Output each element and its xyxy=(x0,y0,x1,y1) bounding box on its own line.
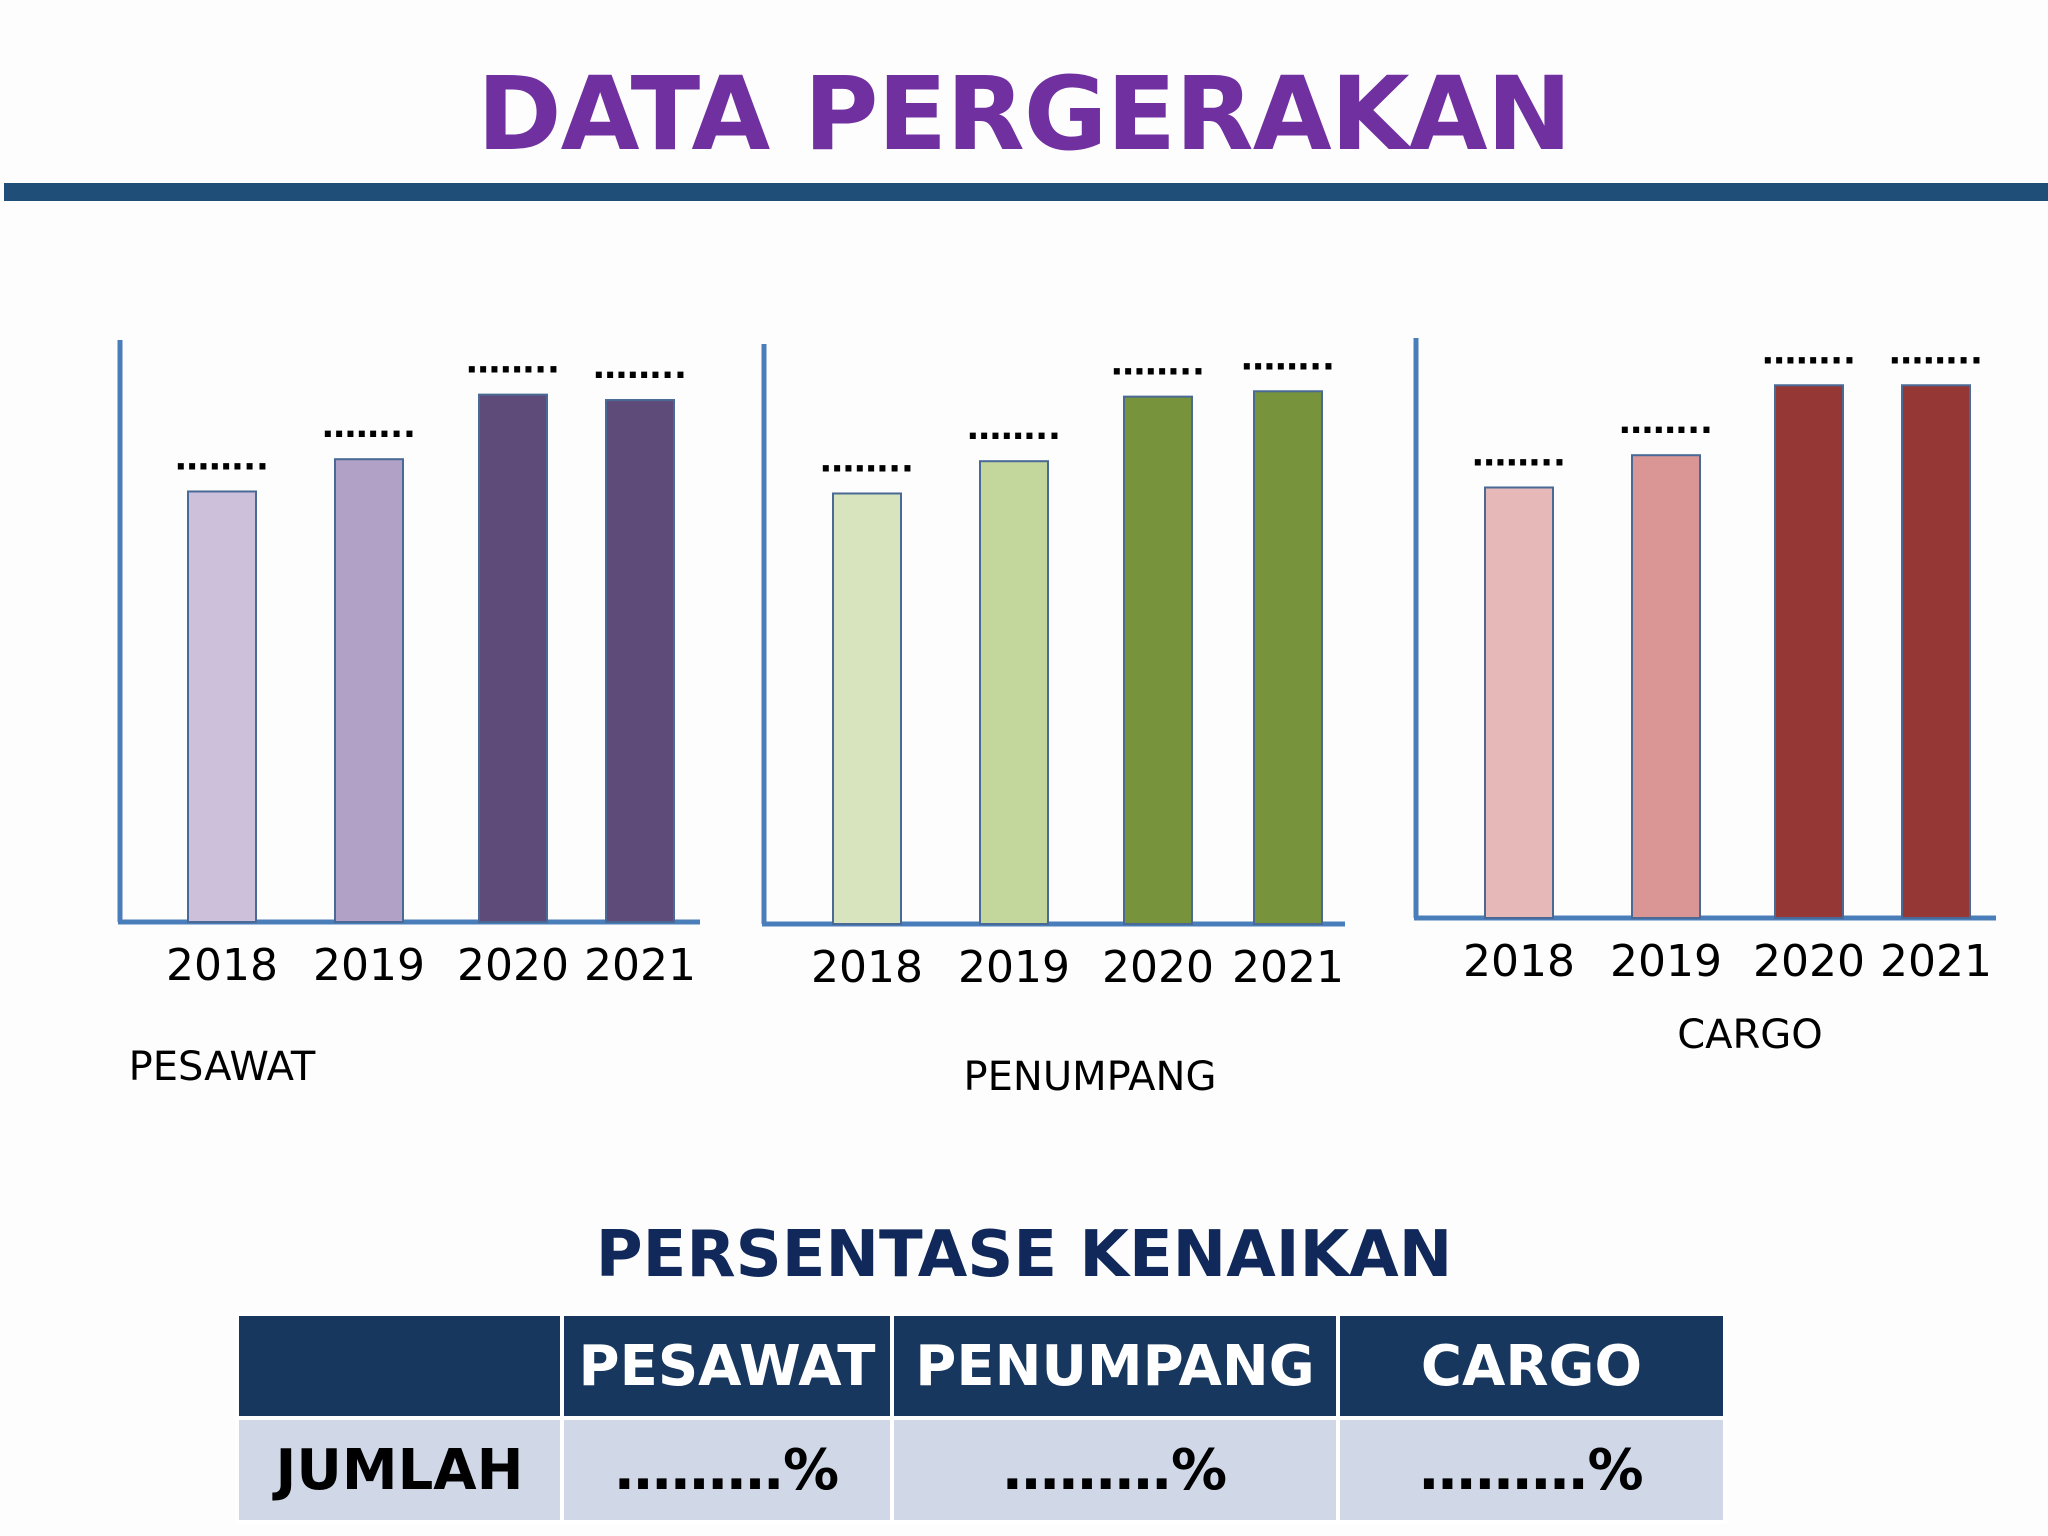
pesawat-data-label-2019: …….. xyxy=(322,406,416,446)
cell-pesawat: ………% xyxy=(560,1416,894,1524)
bar-charts: …….. 2018 …….. 2019 …….. 2020 …….. 2021 PESAWAT …… xyxy=(117,332,1996,1100)
pesawat-tick-2019: 2019 xyxy=(313,940,425,991)
penumpang-bar-2018 xyxy=(832,492,902,925)
penumpang-data-label-2021: …….. xyxy=(1241,338,1335,378)
cargo-data-label-2019: …….. xyxy=(1619,402,1713,442)
pesawat-bar-2021 xyxy=(605,399,675,923)
pesawat-data-label-2021: …….. xyxy=(593,347,687,387)
penumpang-data-label-2019: …….. xyxy=(967,408,1061,448)
table-header-cargo: CARGO xyxy=(1336,1312,1727,1420)
penumpang-bar-2020 xyxy=(1123,395,1193,925)
percentage-table: PESAWAT PENUMPANG CARGO JUMLAH ………% ………%… xyxy=(235,1312,1727,1524)
pesawat-bar-2019 xyxy=(334,458,404,923)
penumpang-tick-2021: 2021 xyxy=(1232,942,1344,993)
cell-cargo: ………% xyxy=(1336,1416,1727,1524)
pesawat-tick-2020: 2020 xyxy=(457,940,569,991)
table-header-row: PESAWAT PENUMPANG CARGO xyxy=(235,1312,1727,1420)
cargo-bar-2021 xyxy=(1901,384,1971,919)
cell-penumpang: ………% xyxy=(890,1416,1340,1524)
pesawat-tick-2018: 2018 xyxy=(166,940,278,991)
table-row: JUMLAH ………% ………% ………% xyxy=(235,1416,1727,1524)
penumpang-tick-2020: 2020 xyxy=(1102,942,1214,993)
penumpang-data-label-2020: …….. xyxy=(1111,344,1205,384)
cargo-tick-2019: 2019 xyxy=(1610,936,1722,987)
pesawat-chart-label: PESAWAT xyxy=(129,1044,316,1090)
cargo-tick-2018: 2018 xyxy=(1463,936,1575,987)
cargo-chart-label: CARGO xyxy=(1677,1012,1823,1058)
penumpang-tick-2019: 2019 xyxy=(958,942,1070,993)
pesawat-data-label-2018: …….. xyxy=(175,438,269,478)
title-underline xyxy=(4,183,2048,201)
penumpang-bar-2019 xyxy=(979,460,1049,925)
row-label-jumlah: JUMLAH xyxy=(235,1416,564,1524)
cargo-bar-2018 xyxy=(1484,486,1554,919)
page-title: DATA PERGERAKAN xyxy=(476,55,1572,174)
table-heading: PERSENTASE KENAIKAN xyxy=(595,1218,1453,1292)
penumpang-tick-2018: 2018 xyxy=(811,942,923,993)
table-header-pesawat: PESAWAT xyxy=(560,1312,894,1420)
cargo-data-label-2018: …….. xyxy=(1472,434,1566,474)
table-header-penumpang: PENUMPANG xyxy=(890,1312,1340,1420)
pesawat-bar-2018 xyxy=(187,490,257,923)
cargo-tick-2021: 2021 xyxy=(1880,936,1992,987)
cargo-data-label-2020: …….. xyxy=(1762,332,1856,372)
cargo-bar-2019 xyxy=(1631,454,1701,919)
pesawat-bar-2020 xyxy=(478,393,548,923)
pesawat-data-label-2020: …….. xyxy=(466,342,560,382)
penumpang-data-label-2018: …….. xyxy=(820,440,914,480)
cargo-data-label-2021: …….. xyxy=(1889,332,1983,372)
cargo-tick-2020: 2020 xyxy=(1753,936,1865,987)
penumpang-chart-label: PENUMPANG xyxy=(964,1054,1217,1100)
pesawat-tick-2021: 2021 xyxy=(584,940,696,991)
penumpang-bar-2021 xyxy=(1253,390,1323,925)
table-header-empty xyxy=(235,1312,564,1420)
cargo-bar-2020 xyxy=(1774,384,1844,919)
